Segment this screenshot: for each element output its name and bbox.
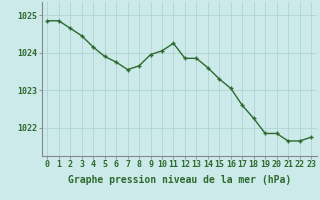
X-axis label: Graphe pression niveau de la mer (hPa): Graphe pression niveau de la mer (hPa): [68, 175, 291, 185]
